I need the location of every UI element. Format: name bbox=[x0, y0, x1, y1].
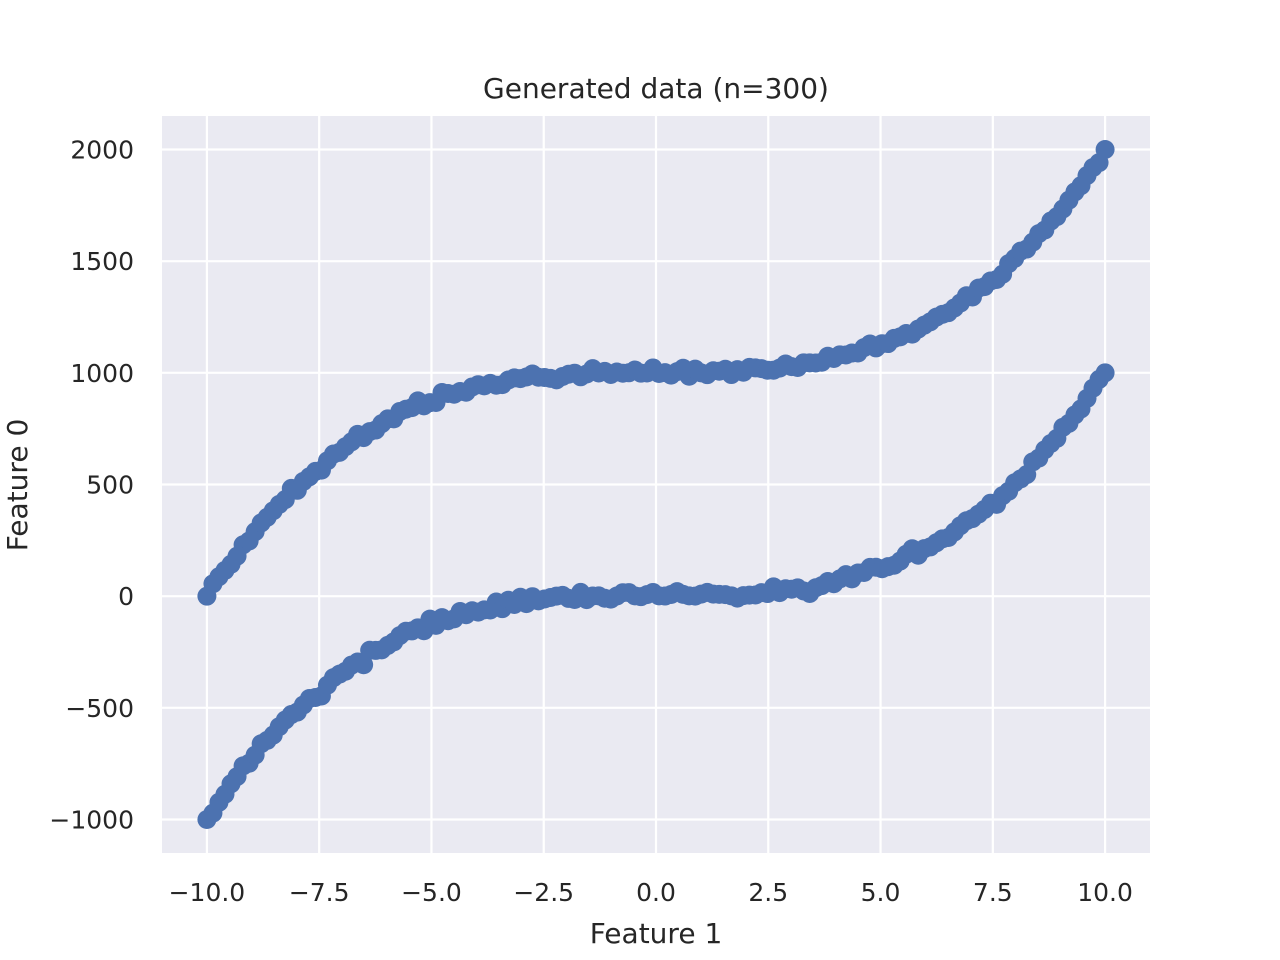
x-tick-label: −5.0 bbox=[401, 878, 462, 907]
y-tick-label: 0 bbox=[118, 582, 134, 611]
y-tick-label: −1000 bbox=[49, 806, 134, 835]
scatter-point bbox=[354, 655, 374, 675]
chart-title: Generated data (n=300) bbox=[483, 72, 829, 105]
scatter-point bbox=[1095, 363, 1115, 383]
x-axis-label: Feature 1 bbox=[590, 917, 723, 950]
y-tick-label: 1000 bbox=[70, 359, 134, 388]
x-tick-label: 5.0 bbox=[861, 878, 901, 907]
data-points bbox=[197, 140, 1115, 829]
y-tick-label: −500 bbox=[65, 694, 134, 723]
x-tick-label: 2.5 bbox=[748, 878, 788, 907]
y-axis-label: Feature 0 bbox=[1, 419, 34, 552]
scatter-point bbox=[1095, 140, 1115, 159]
x-tick-label: 7.5 bbox=[973, 878, 1013, 907]
y-tick-label: 1500 bbox=[70, 247, 134, 276]
x-tick-label: −7.5 bbox=[289, 878, 350, 907]
x-tick-label: −10.0 bbox=[169, 878, 246, 907]
y-tick-labels: −1000 −500 0 500 1000 1500 2000 bbox=[49, 136, 134, 835]
x-tick-label: −2.5 bbox=[513, 878, 574, 907]
x-tick-labels: −10.0 −7.5 −5.0 −2.5 0.0 2.5 5.0 7.5 10.0 bbox=[169, 878, 1133, 907]
y-tick-label: 500 bbox=[86, 471, 134, 500]
x-tick-label: 0.0 bbox=[636, 878, 676, 907]
x-tick-label: 10.0 bbox=[1077, 878, 1133, 907]
y-tick-label: 2000 bbox=[70, 136, 134, 165]
